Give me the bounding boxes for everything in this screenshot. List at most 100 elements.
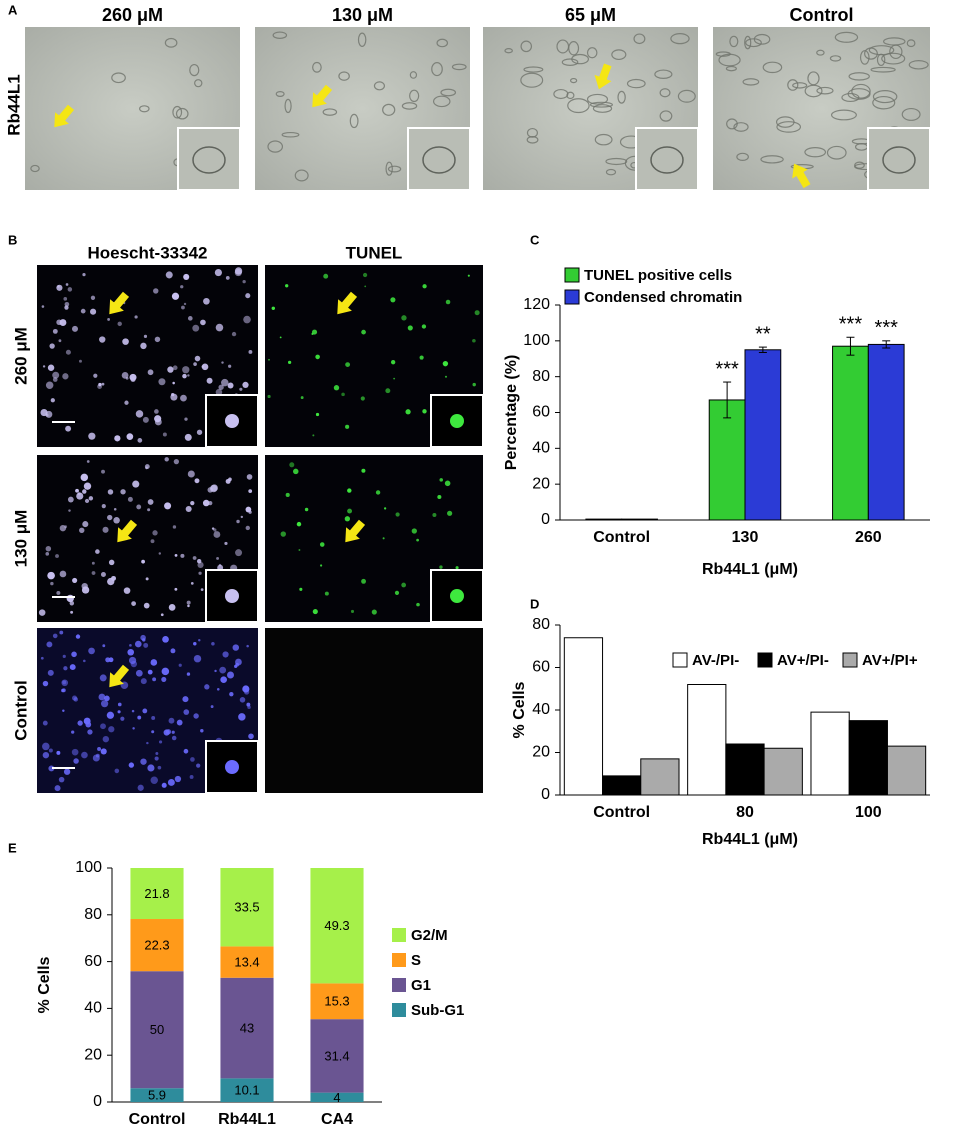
cell [401, 102, 418, 110]
cell [605, 157, 628, 166]
nucleus [99, 336, 106, 343]
cell [569, 77, 578, 84]
nucleus [165, 729, 172, 735]
nucleus [161, 782, 167, 788]
y-tick-label: 20 [84, 1046, 102, 1063]
nucleus [407, 325, 413, 331]
nucleus [183, 748, 189, 754]
nucleus [77, 720, 83, 726]
cell [760, 155, 784, 164]
nucleus [245, 293, 251, 299]
cell [409, 89, 420, 103]
nucleus [181, 305, 185, 310]
panel-label: E [8, 840, 17, 855]
nucleus [183, 709, 190, 715]
nucleus [341, 392, 345, 397]
nucleus [104, 695, 110, 702]
nucleus [202, 499, 210, 507]
cell [30, 164, 40, 173]
nucleus [63, 297, 68, 301]
nucleus [222, 651, 229, 658]
nucleus [120, 489, 126, 495]
nucleus [467, 274, 470, 277]
column-title: Control [790, 5, 854, 25]
cell [816, 49, 825, 56]
nucleus [215, 323, 224, 332]
cell [736, 152, 749, 161]
cell [594, 133, 613, 146]
arrow [594, 63, 612, 90]
nucleus [126, 433, 134, 440]
nucleus [444, 375, 448, 378]
y-axis-label: Percentage (%) [503, 355, 520, 471]
arrow [109, 291, 130, 315]
nucleus [185, 505, 192, 513]
nucleus [84, 498, 90, 504]
nucleus [131, 709, 135, 713]
nucleus [41, 305, 45, 308]
nucleus [170, 648, 176, 654]
nucleus [361, 578, 366, 584]
y-tick-label: 60 [532, 404, 550, 421]
nucleus [190, 500, 195, 506]
nucleus [150, 539, 155, 544]
micrograph [265, 628, 483, 793]
nucleus [245, 525, 250, 531]
cell [175, 107, 189, 120]
nucleus [105, 657, 111, 663]
nucleus [347, 488, 352, 493]
nucleus [122, 338, 129, 345]
nucleus [142, 708, 148, 714]
data-label: 50 [150, 1022, 164, 1037]
y-tick-label: 80 [84, 906, 102, 923]
nucleus [50, 398, 55, 403]
nucleus [68, 509, 71, 512]
nucleus [168, 717, 175, 724]
nucleus [416, 602, 420, 607]
arrow [337, 291, 358, 315]
nucleus [62, 709, 65, 712]
nucleus [312, 609, 318, 615]
nucleus [210, 705, 214, 709]
nucleus [143, 334, 148, 338]
nucleus [293, 468, 299, 475]
significance: ** [755, 323, 771, 345]
x-tick-label: Rb44L1 [218, 1111, 276, 1128]
nucleus [63, 768, 71, 775]
nucleus [421, 324, 427, 329]
nucleus [140, 678, 147, 685]
nucleus [82, 489, 87, 494]
cell [829, 55, 842, 62]
nucleus [416, 538, 419, 542]
legend-label: G2/M [411, 927, 448, 944]
cell [830, 109, 857, 121]
cell [605, 168, 617, 176]
nucleus [442, 360, 449, 367]
y-tick-label: 100 [523, 332, 550, 349]
significance: *** [875, 317, 899, 339]
nucleus [66, 594, 74, 603]
nucleus [48, 765, 55, 772]
nucleus [248, 733, 254, 740]
nucleus [180, 394, 187, 402]
cell [440, 88, 457, 97]
cell [816, 86, 834, 95]
nucleus [72, 577, 78, 583]
nucleus [54, 785, 61, 792]
cell [744, 35, 752, 50]
nucleus [323, 273, 329, 279]
nucleus [147, 764, 155, 772]
nucleus [394, 590, 400, 595]
nucleus [52, 633, 58, 639]
cell [677, 89, 696, 103]
nucleus [419, 355, 424, 360]
nucleus [192, 324, 200, 332]
nucleus [422, 409, 427, 414]
nucleus [81, 751, 88, 759]
nucleus [361, 468, 366, 473]
nucleus [171, 730, 175, 734]
nucleus [186, 600, 191, 605]
arrow [109, 664, 130, 688]
legend-label: AV+/PI- [777, 652, 829, 669]
nucleus [221, 378, 229, 387]
